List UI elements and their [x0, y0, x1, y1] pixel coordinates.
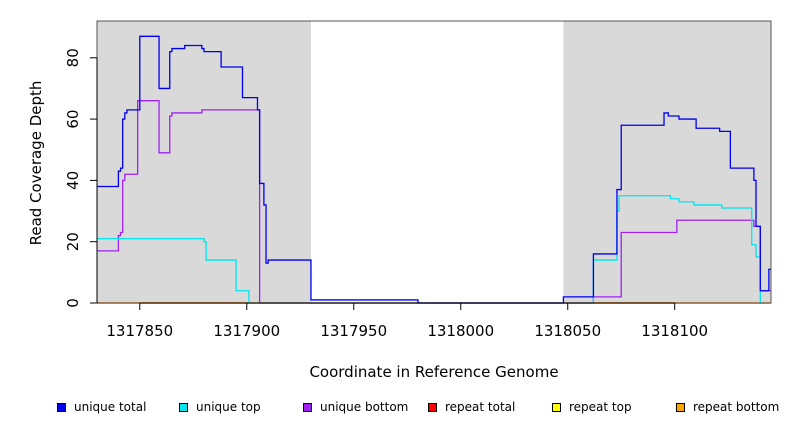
series-line-unique-total: [97, 35, 771, 304]
x-tick-label: 1317850: [106, 322, 173, 340]
x-tick-label: 1317950: [320, 322, 387, 340]
legend-item-repeat-top: repeat top: [552, 400, 632, 414]
legend-swatch: [428, 402, 437, 412]
x-tick-label: 1318100: [641, 322, 708, 340]
x-tick-label: 1317900: [213, 322, 280, 340]
legend-label: repeat total: [445, 400, 516, 414]
legend-item-unique-top: unique top: [179, 400, 261, 414]
coverage-chart: 1317850 1317900 1317950 1318000 1318050 13181…: [27, 20, 772, 381]
legend-label: unique total: [74, 400, 147, 414]
legend-item-repeat-bottom: repeat bottom: [676, 400, 779, 414]
legend-swatch: [676, 402, 685, 412]
legend: unique total unique top unique bottom repea…: [0, 400, 792, 418]
legend-item-repeat-total: repeat total: [428, 400, 515, 414]
y-tick-label: 20: [64, 232, 82, 251]
axes: 1317850 1317900 1317950 1318000 1318050 13181…: [64, 48, 708, 340]
y-tick-label: 80: [64, 48, 82, 67]
x-tick-label: 1318050: [534, 322, 601, 340]
legend-label: repeat top: [569, 400, 632, 414]
legend-swatch: [57, 402, 66, 412]
legend-label: unique bottom: [320, 400, 409, 414]
series-line-unique-top: [97, 195, 765, 304]
y-tick-label: 60: [64, 110, 82, 129]
y-tick-label: 40: [64, 171, 82, 190]
legend-label: repeat bottom: [693, 400, 780, 414]
x-axis-label: Coordinate in Reference Genome: [309, 363, 558, 381]
legend-swatch: [303, 402, 312, 412]
x-tick-label: 1318000: [427, 322, 494, 340]
legend-swatch: [179, 402, 188, 412]
legend-label: unique top: [196, 400, 261, 414]
series-line-unique-bottom: [97, 100, 771, 304]
legend-item-unique-total: unique total: [57, 400, 146, 414]
legend-item-unique-bottom: unique bottom: [303, 400, 408, 414]
y-axis-label: Read Coverage Depth: [27, 81, 45, 246]
shaded-region-1: [97, 21, 311, 303]
shaded-region-2: [563, 21, 771, 303]
y-tick-label: 0: [64, 298, 82, 308]
shaded-regions: [97, 21, 771, 303]
legend-swatch: [552, 402, 561, 412]
